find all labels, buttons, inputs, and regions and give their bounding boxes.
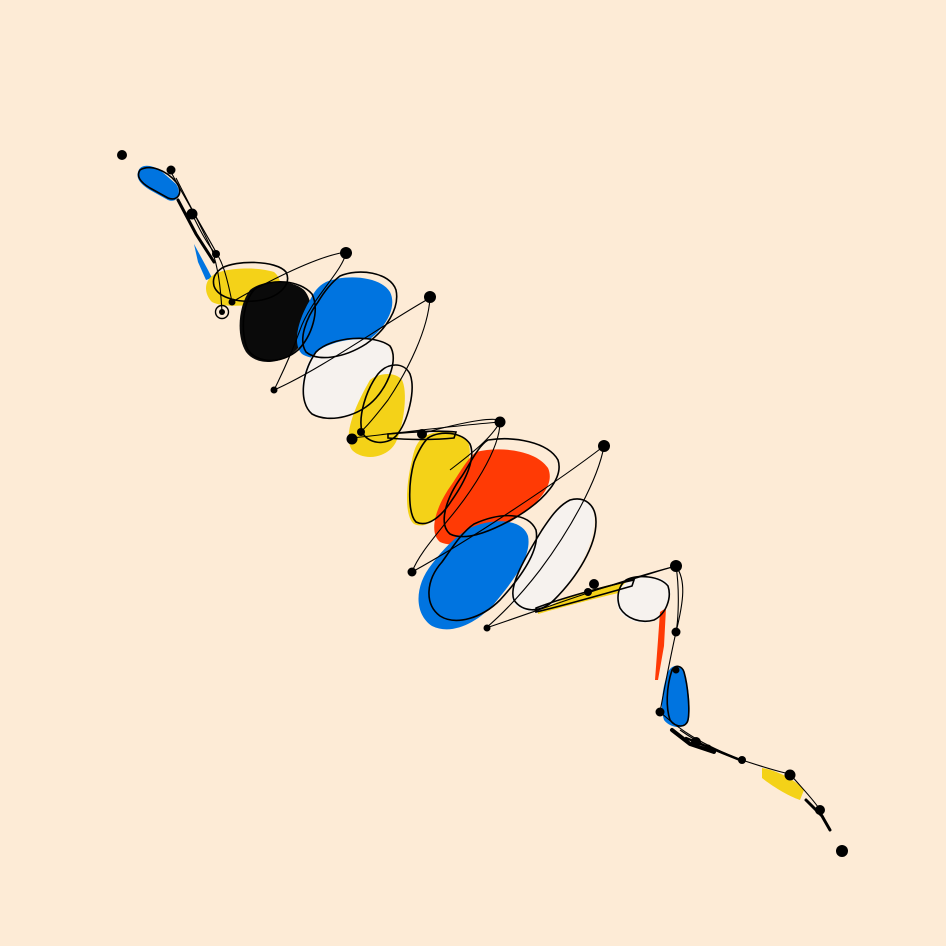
shape-outline: [242, 280, 316, 362]
node-dot: [357, 428, 365, 436]
thread-line: [659, 631, 677, 713]
node-dot: [836, 845, 848, 857]
node-dot: [417, 429, 427, 439]
node-dot: [494, 416, 506, 428]
shape-outline: [302, 271, 398, 359]
node-dot: [346, 433, 358, 445]
shape-outline: [302, 337, 394, 420]
node-dot: [589, 579, 599, 589]
shape-outline: [512, 498, 597, 611]
shape-outlines: [137, 166, 690, 727]
node-dot: [228, 298, 236, 306]
node-markers: [117, 150, 848, 857]
shape-outline: [387, 430, 458, 441]
bold-stroke: [176, 198, 216, 264]
color-shape-blue: [194, 244, 212, 280]
shape-outline: [535, 578, 636, 614]
shape-outline: [408, 432, 473, 525]
node-dot: [340, 247, 352, 259]
shape-outline: [137, 166, 181, 200]
color-shape-blue: [137, 165, 179, 201]
color-shape-yellow: [407, 431, 470, 526]
node-dot: [212, 250, 220, 258]
color-shape-yellow: [762, 768, 804, 800]
shape-outline: [443, 438, 560, 538]
node-dot: [407, 567, 417, 577]
node-dot: [424, 291, 436, 303]
node-dot: [186, 208, 198, 220]
node-dot: [784, 769, 796, 781]
target-marker-dot: [219, 309, 225, 315]
node-dot: [270, 386, 278, 394]
color-shape-red: [655, 608, 666, 680]
shape-outline: [428, 514, 538, 622]
color-shape-blue: [418, 521, 529, 630]
node-dot: [598, 440, 610, 452]
shape-outline: [360, 364, 413, 444]
bold-stroke: [804, 798, 832, 832]
thread-line: [411, 444, 605, 629]
node-dot: [166, 165, 176, 175]
node-dot: [584, 588, 592, 596]
thread-line: [411, 418, 501, 573]
color-shape-black: [239, 281, 312, 363]
shape-outline: [212, 261, 289, 302]
node-dot: [670, 560, 682, 572]
node-dot: [704, 744, 712, 752]
node-dot: [672, 666, 680, 674]
shape-outline: [617, 575, 670, 623]
node-dot: [483, 624, 491, 632]
node-dot: [655, 707, 665, 717]
thread-line: [485, 565, 679, 633]
node-dot: [671, 627, 681, 637]
node-dot: [691, 737, 701, 747]
color-shape-white: [616, 576, 671, 623]
color-shape-white: [511, 499, 595, 612]
node-dot: [815, 805, 825, 815]
node-dot: [738, 756, 746, 764]
thread-line: [351, 421, 501, 471]
node-dot: [117, 150, 127, 160]
shape-outline: [666, 665, 690, 727]
target-marker-ring: [214, 304, 230, 320]
